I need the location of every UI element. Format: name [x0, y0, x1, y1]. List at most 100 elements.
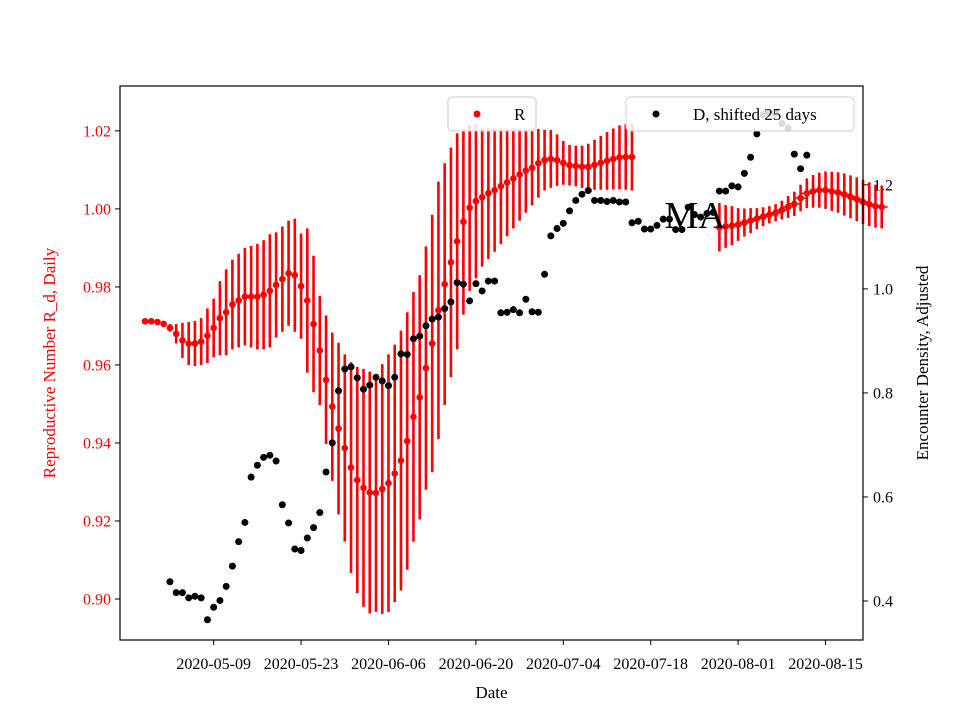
d-point [722, 187, 730, 195]
d-point [653, 221, 661, 229]
d-point [503, 308, 511, 316]
d-point [210, 603, 218, 611]
r-point [528, 164, 536, 172]
r-point [341, 444, 349, 452]
r-tail-point [878, 203, 886, 211]
y-left-tick-label: 0.90 [83, 592, 111, 609]
d-point [541, 270, 549, 278]
r-point [235, 297, 242, 304]
r-point [497, 182, 505, 190]
d-point [178, 589, 186, 597]
d-point [378, 377, 386, 385]
d-point [434, 313, 442, 321]
d-point [166, 578, 174, 586]
r-point [247, 293, 255, 300]
r-tail-point [809, 188, 817, 195]
d-point [347, 363, 355, 371]
r-tail-point [791, 200, 798, 208]
d-point [747, 153, 755, 161]
legend-d-marker [652, 110, 660, 118]
legend-r-marker [473, 110, 481, 118]
y-right-tick-label: 0.4 [873, 593, 893, 610]
r-tail-point [716, 223, 723, 231]
r-point [297, 282, 305, 290]
legend-r-label: R [514, 105, 526, 124]
r-point [172, 330, 180, 338]
d-point [335, 387, 343, 395]
r-point [322, 376, 330, 384]
d-point [497, 309, 505, 317]
r-point [266, 287, 274, 295]
r-point [222, 308, 230, 316]
r-point [609, 155, 617, 163]
d-point [559, 219, 567, 227]
y-right-axis-label: Encounter Density, Adjusted [913, 265, 932, 460]
d-point [185, 594, 193, 602]
r-tail-point [797, 194, 804, 202]
d-point [441, 305, 449, 313]
y-left-tick-label: 0.94 [83, 435, 111, 452]
r-point [472, 197, 480, 205]
d-point [310, 524, 318, 532]
y-left-tick-label: 0.92 [83, 514, 111, 531]
d-point [566, 207, 574, 215]
d-point [622, 198, 630, 206]
r-point [191, 340, 199, 347]
d-point [684, 203, 692, 211]
r-point [254, 293, 261, 300]
d-point [235, 538, 243, 546]
y-right-axis-ticks: 0.4 0.6 0.8 1.0 1.2 [863, 177, 893, 610]
y-left-axis-ticks: 0.90 0.92 0.94 0.96 0.98 1.00 1.02 [83, 123, 120, 609]
d-point [391, 373, 399, 381]
r-point [485, 189, 492, 197]
d-point [322, 468, 330, 476]
legend-d-label: D, shifted 25 days [693, 105, 817, 124]
d-point [591, 196, 599, 204]
d-point [328, 439, 336, 447]
d-point [509, 306, 517, 314]
d-point [678, 226, 686, 234]
d-point [278, 501, 286, 509]
r-point [453, 237, 461, 245]
d-point [740, 169, 748, 177]
d-point [553, 225, 561, 233]
d-point [597, 196, 605, 204]
d-point [222, 582, 230, 590]
d-point [609, 196, 617, 204]
d-point [734, 183, 742, 191]
d-point [447, 298, 455, 306]
d-point [422, 322, 430, 330]
d-point [203, 616, 211, 624]
d-point [697, 213, 705, 221]
d-point [672, 226, 680, 234]
r-point [160, 320, 168, 328]
d-point [403, 350, 411, 358]
d-point [241, 518, 249, 526]
r-tail-point [772, 209, 779, 217]
d-point [372, 373, 380, 381]
d-point [428, 315, 436, 323]
y-right-tick-label: 0.6 [873, 489, 893, 506]
r-point [478, 193, 486, 201]
r-point [522, 167, 530, 174]
d-point [790, 150, 798, 158]
r-point [328, 403, 336, 410]
r-point [491, 186, 498, 194]
d-point [690, 210, 698, 218]
d-point [728, 182, 736, 190]
y-left-tick-label: 1.02 [83, 123, 111, 140]
r-point [197, 338, 205, 345]
d-point [472, 280, 480, 288]
r-point [272, 281, 280, 289]
r-point [403, 437, 411, 445]
d-point [703, 209, 711, 217]
r-point [622, 153, 630, 161]
r-point [435, 307, 442, 314]
r-point [347, 464, 355, 471]
r-tail-point [872, 202, 879, 210]
r-point [353, 476, 361, 484]
r-point [260, 291, 267, 299]
d-point [484, 277, 492, 285]
r-point [166, 324, 174, 332]
